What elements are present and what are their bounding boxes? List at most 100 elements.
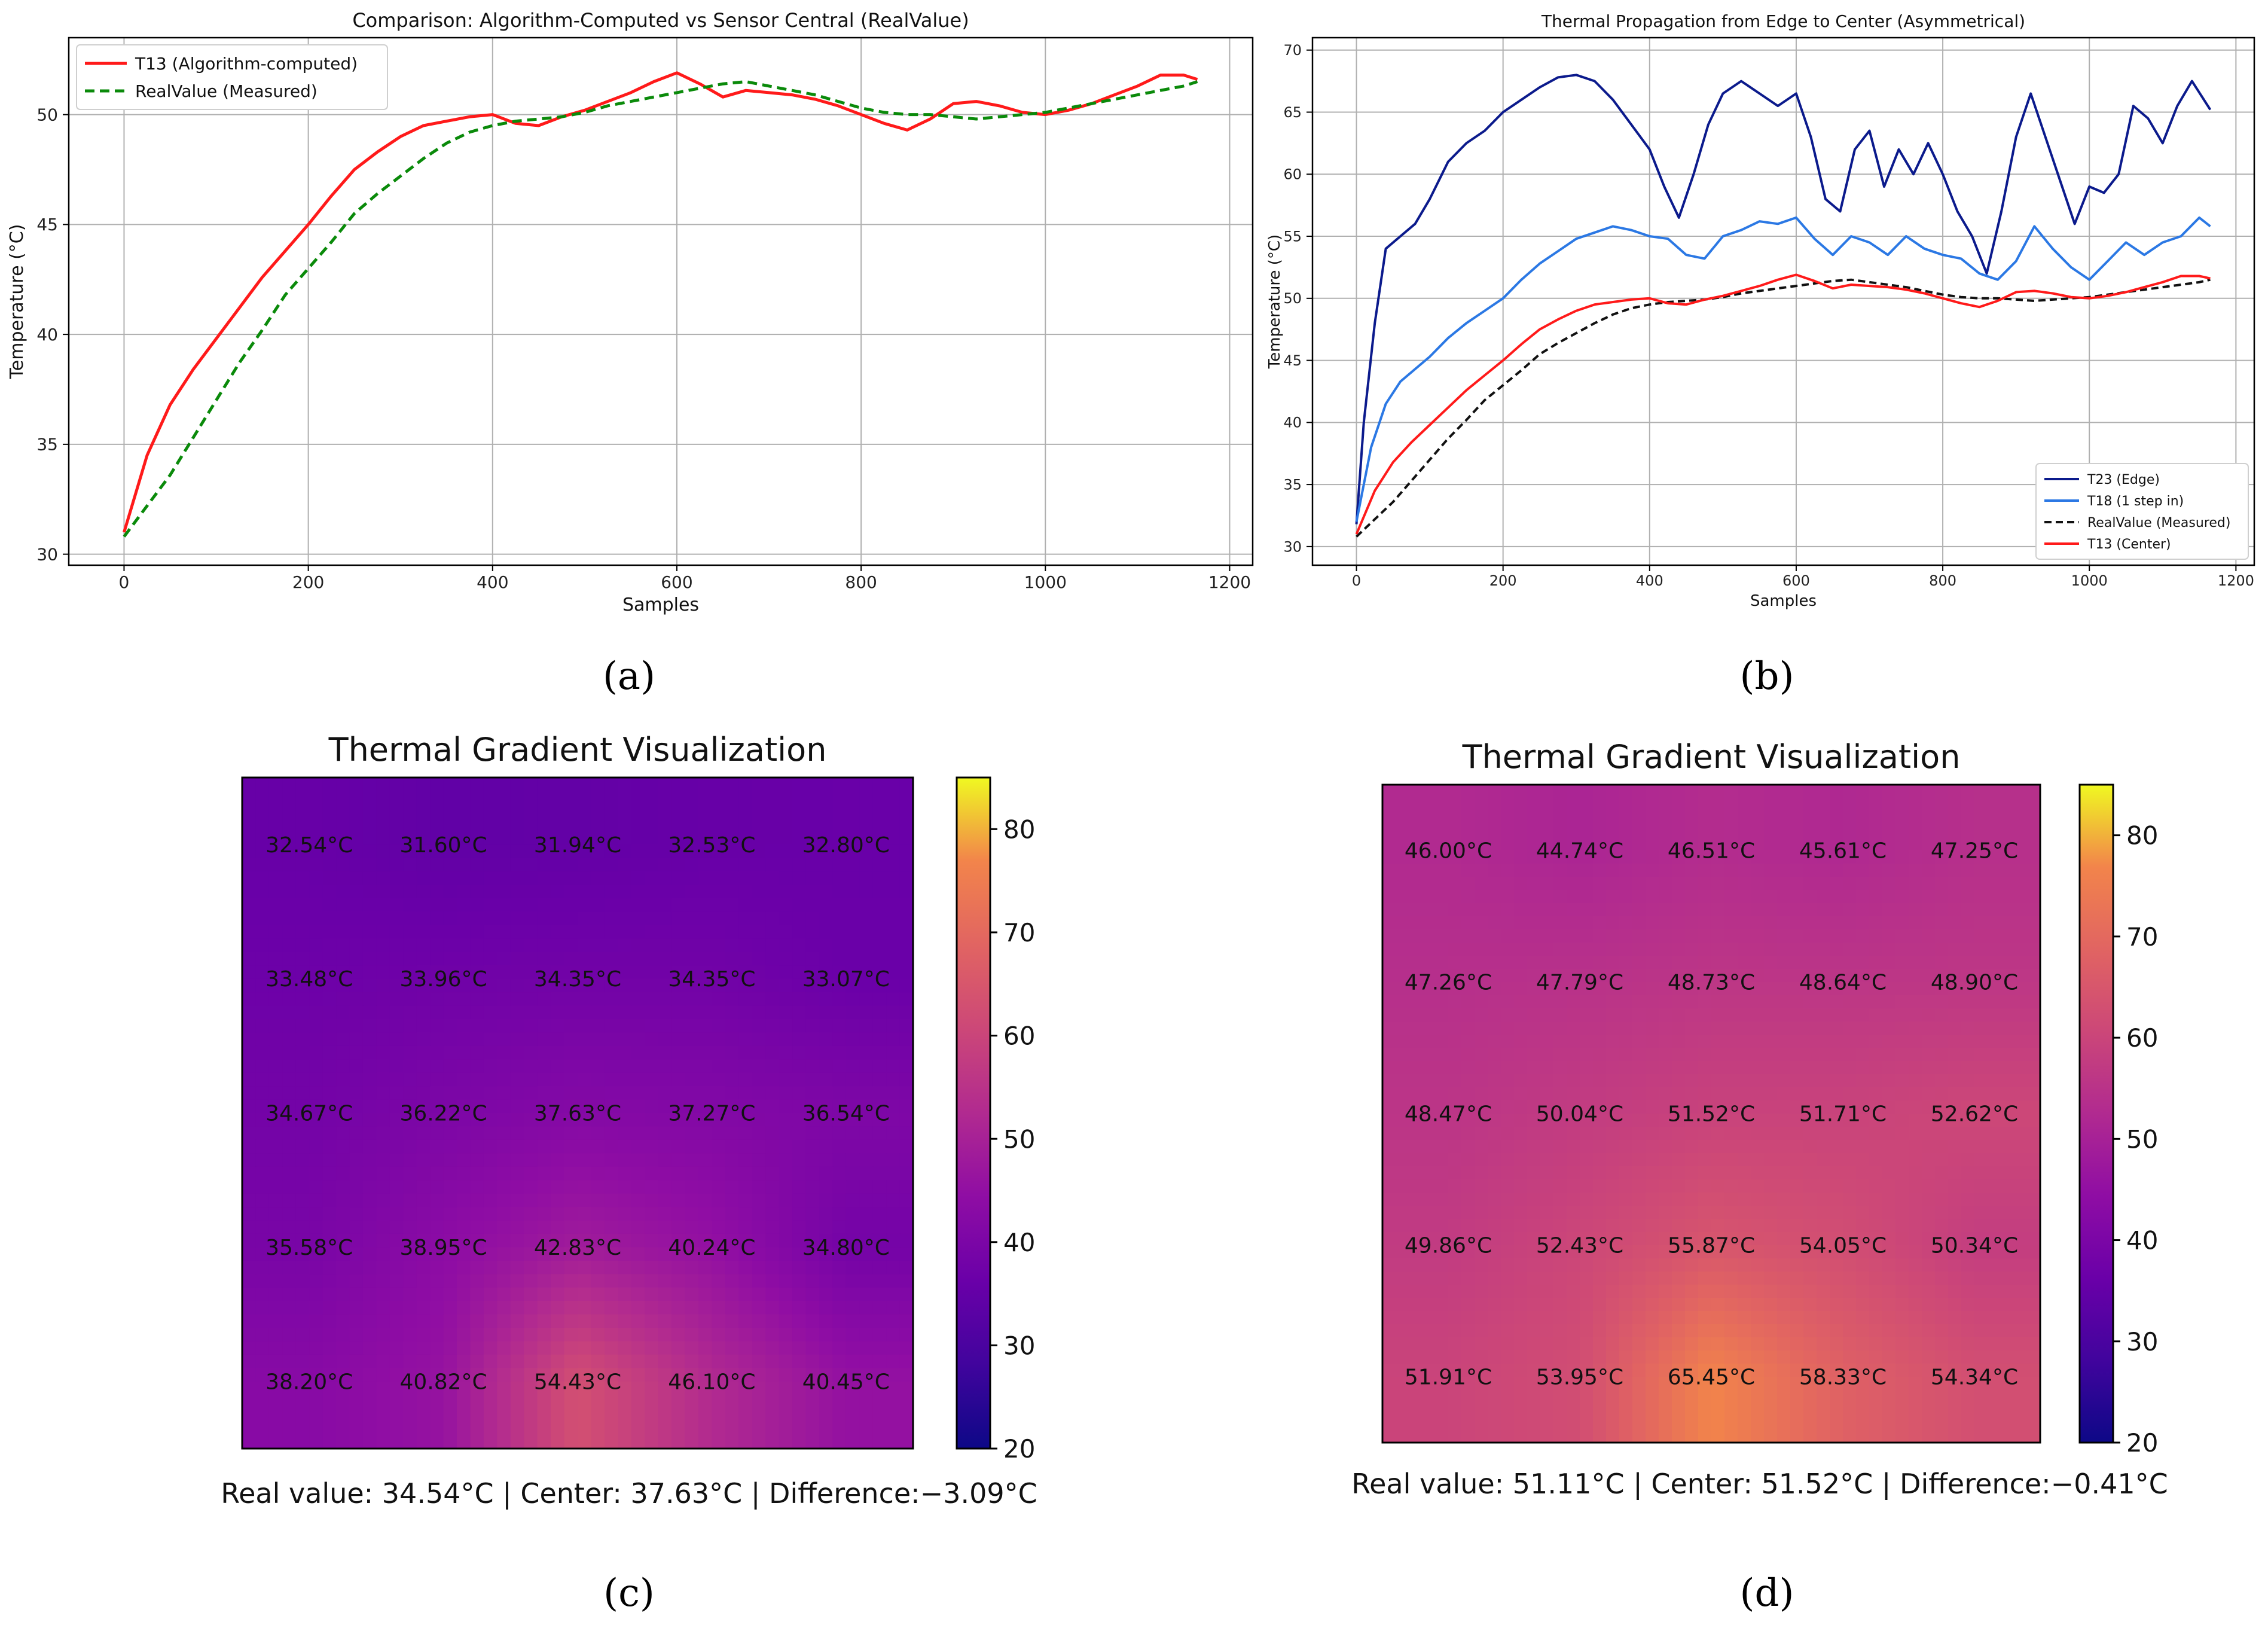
heatmap-tile [1909,1114,1922,1127]
heatmap-tile [698,1126,713,1141]
heatmap-tile [282,1045,297,1060]
heatmap-tile [712,898,726,913]
heatmap-tile [886,898,901,913]
heatmap-tile [255,1166,270,1181]
heatmap-tile [631,1395,645,1409]
heatmap-tile [685,778,699,792]
heatmap-tile [738,978,753,993]
heatmap-tile [1764,877,1778,891]
heatmap-tile [1935,798,1949,812]
heatmap-tile [712,858,726,872]
heatmap-tile [1593,1193,1607,1206]
heatmap-tile [725,1220,740,1234]
colorbar [956,776,991,1450]
heatmap-tile [1448,1272,1462,1285]
heatmap-tile [1895,1337,1909,1351]
heatmap-tile [1830,1298,1843,1312]
heatmap-tile [1817,1179,1830,1193]
heatmap-tile [671,1368,686,1382]
heatmap-tile [524,1220,538,1234]
heatmap-tile [1988,1008,2001,1022]
heatmap-tile [1540,1127,1554,1141]
heatmap-tile [779,831,793,845]
heatmap-tile [738,938,753,953]
heatmap-tile [255,1019,270,1033]
heatmap-tile [1988,1272,2001,1285]
heatmap-tile [1869,824,1883,838]
heatmap-tile [2014,1258,2028,1272]
heatmap-tile [1514,890,1528,904]
heatmap-tile [1606,1364,1620,1377]
heatmap-tile [805,1287,820,1301]
heatmap-tile [1751,837,1765,851]
heatmap-tile [1843,1193,1857,1206]
heatmap-tile [671,885,686,899]
heatmap-tile [1935,785,1949,798]
heatmap-tile [1632,850,1646,864]
heatmap-tile [671,1381,686,1396]
heatmap-tile [1659,1219,1672,1233]
x-tick-label: 1200 [1208,572,1251,592]
heatmap-tile [1790,1258,1804,1272]
heatmap-tile [1606,1140,1620,1154]
heatmap-tile [295,791,310,805]
heatmap-tile [1448,903,1462,917]
heatmap-tile [309,1435,323,1449]
heatmap-tile [1396,929,1409,943]
heatmap-tile [470,1341,484,1355]
heatmap-tile [1843,1022,1857,1035]
heatmap-tile [1764,1035,1778,1048]
heatmap-tile [416,1368,431,1382]
heatmap-tile [242,965,257,980]
heatmap-tile [430,858,444,872]
heatmap-tile [1817,864,1830,877]
heatmap-tile [1803,1179,1817,1193]
heatmap-tile [1606,1272,1620,1285]
heatmap-tile [268,1435,283,1449]
heatmap-tile [1935,1258,1949,1272]
heatmap-tile [1685,864,1699,877]
heatmap-tile [497,871,511,886]
heatmap-tile [859,925,874,940]
heatmap-tile [1738,1048,1751,1062]
heatmap-tile [1790,1127,1804,1141]
heatmap-tile [524,1287,538,1301]
heatmap-tile [1777,1258,1791,1272]
heatmap-tile [349,1354,364,1369]
heatmap-tile [1751,1337,1765,1351]
heatmap-tile [1777,877,1791,891]
heatmap-tile [658,1139,672,1154]
heatmap-tile [685,1032,699,1047]
heatmap-tile [1895,1008,1909,1022]
heatmap-tile [1935,1153,1949,1167]
heatmap-tile [457,858,471,872]
heatmap-tile [1606,1022,1620,1035]
heatmap-tile [1409,969,1423,983]
heatmap-tile [631,871,645,886]
heatmap-tile [1540,785,1554,798]
heatmap-tile [1856,890,1870,904]
heatmap-tile [725,1193,740,1208]
heatmap-tile [1895,1232,1909,1246]
heatmap-tile [1961,1127,1975,1141]
heatmap-tile [1803,1048,1817,1062]
heatmap-tile [349,1019,364,1033]
heatmap-tile [1961,1166,1975,1180]
heatmap-tile [510,1301,525,1315]
heatmap-tile [765,1019,780,1033]
heatmap-tile [1553,1245,1567,1259]
heatmap-tile [389,1314,404,1328]
heatmap-tile [242,1354,257,1369]
heatmap-tile [1580,1087,1594,1101]
heatmap-tile [591,938,605,953]
x-axis-label: Samples [622,594,699,615]
heatmap-tile [792,791,807,805]
heatmap-tile [899,938,914,953]
heatmap-tile [1948,969,1962,983]
heatmap-tile [819,1032,834,1047]
heatmap-tile [578,1166,592,1181]
heatmap-tile [725,1395,740,1409]
heatmap-tile [1527,1232,1541,1246]
heatmap-tile [295,1072,310,1087]
heatmap-tile [510,1059,525,1074]
